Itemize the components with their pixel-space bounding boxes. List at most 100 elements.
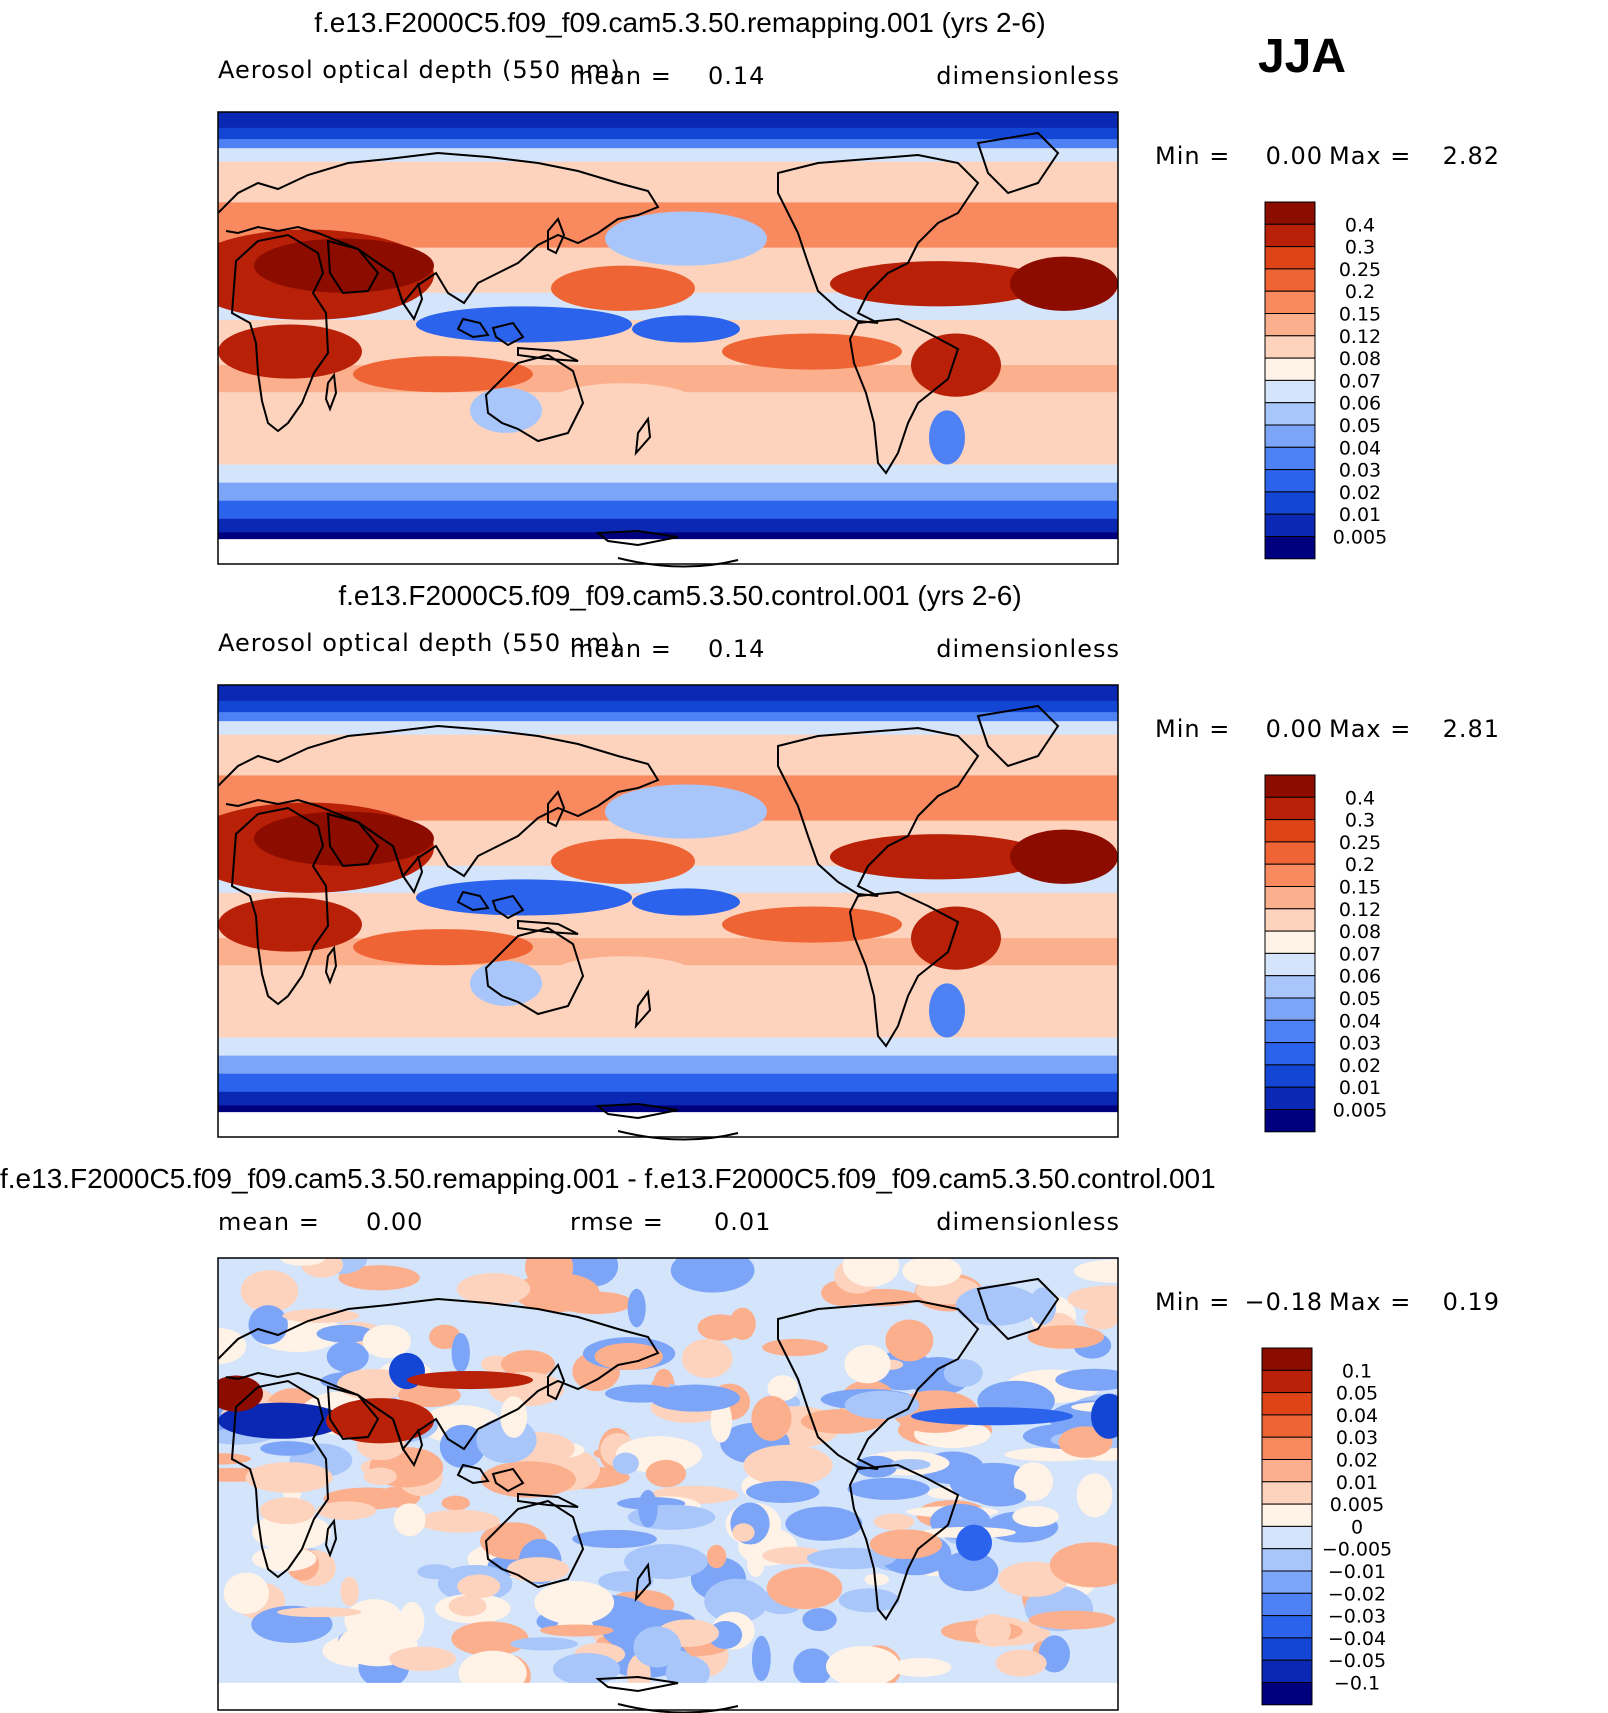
colorbar-label: 0.005 <box>1333 1100 1387 1122</box>
colorbar-segment <box>1264 201 1316 225</box>
panel-1: f.e13.F2000C5.f09_f09.cam5.3.50.remappin… <box>217 7 1499 568</box>
diff-patch <box>1049 1542 1118 1588</box>
colorbar-label: 0.005 <box>1330 1494 1384 1516</box>
lat-band <box>218 112 1118 129</box>
diff-patch <box>218 1453 251 1465</box>
diff-feature <box>218 1375 263 1412</box>
colorbar-label: 0 <box>1351 1516 1363 1538</box>
colorbar-segment <box>1264 796 1316 821</box>
units-label: dimensionless <box>936 1208 1120 1236</box>
units-label: dimensionless <box>936 635 1120 663</box>
diff-patch <box>260 1441 316 1456</box>
colorbar-label: 0.01 <box>1339 504 1381 526</box>
colorbar-segment <box>1264 1086 1316 1110</box>
season-label: JJA <box>1258 30 1346 83</box>
colorbar-label: 0.02 <box>1336 1450 1378 1472</box>
units-label: dimensionless <box>936 62 1120 90</box>
diff-patch <box>973 1486 1027 1507</box>
diff-patch <box>743 1444 833 1487</box>
min-label: Min = <box>1155 142 1230 170</box>
colorbar-segment <box>1264 1042 1316 1066</box>
lat-band <box>218 734 1118 777</box>
colorbar-segment <box>1261 1659 1313 1683</box>
diff-patch <box>282 1308 360 1323</box>
colorbar-segment <box>1264 975 1316 999</box>
diff-patch <box>670 1258 755 1293</box>
aod-region <box>416 306 632 343</box>
diff-patch <box>1038 1635 1070 1673</box>
colorbar-segment <box>1261 1503 1313 1527</box>
colorbar-label: 0.06 <box>1339 966 1381 988</box>
aod-region <box>632 888 740 916</box>
diff-patch <box>943 1359 983 1388</box>
colorbar-segment <box>1264 246 1316 270</box>
diff-patch <box>338 1265 420 1291</box>
colorbar-segment <box>1261 1414 1313 1438</box>
diff-patch <box>418 1509 500 1533</box>
colorbar-segment <box>1264 774 1316 798</box>
colorbar-segment <box>1264 491 1316 515</box>
colorbar-segment <box>1264 402 1316 426</box>
aod-region <box>632 315 740 343</box>
diff-patch <box>223 1572 269 1614</box>
colorbar-segment <box>1264 1019 1316 1044</box>
colorbar-label: 0.05 <box>1336 1383 1378 1405</box>
max-label: Max = <box>1329 715 1411 743</box>
diff-patch <box>1076 1473 1113 1518</box>
aod-region <box>929 983 965 1038</box>
colorbar-label: 0.05 <box>1339 988 1381 1010</box>
diff-patch <box>997 1561 1069 1598</box>
diff-patch <box>704 1578 769 1624</box>
diff-patch <box>251 1546 317 1572</box>
diff-patch <box>766 1567 843 1610</box>
colorbar-label: 0.03 <box>1339 460 1381 482</box>
colorbar-label: 0.25 <box>1339 259 1381 281</box>
diff-patch <box>612 1452 639 1475</box>
colorbar-label: 0.12 <box>1339 326 1381 348</box>
lat-band <box>218 685 1118 702</box>
colorbar-segment <box>1261 1637 1313 1661</box>
diff-patch <box>1012 1506 1059 1527</box>
diff-feature <box>326 1398 434 1444</box>
antarctica-coast <box>617 557 739 568</box>
max-value: 0.19 <box>1443 1288 1500 1316</box>
diff-patch <box>785 1506 863 1541</box>
diff-patch <box>240 1270 299 1313</box>
diff-patch <box>1013 1462 1053 1502</box>
diff-patch <box>552 1653 621 1686</box>
max-label: Max = <box>1329 1288 1411 1316</box>
panel-title: f.e13.F2000C5.f09_f09.cam5.3.50.remappin… <box>314 7 1046 38</box>
diff-patch <box>1073 1259 1118 1283</box>
aod-region <box>605 211 767 266</box>
colorbar-segment <box>1264 446 1316 471</box>
colorbar-segment <box>1264 223 1316 248</box>
colorbar-segment <box>1264 379 1316 404</box>
lat-band <box>218 1037 1118 1057</box>
lat-band <box>218 500 1118 520</box>
aod-region <box>551 838 695 884</box>
diff-patch <box>864 1573 889 1586</box>
colorbar-segment <box>1264 424 1316 448</box>
lat-band <box>218 428 1118 466</box>
mean-value: 0.14 <box>708 62 765 90</box>
diff-patch <box>873 1513 915 1531</box>
lat-band <box>218 1001 1118 1039</box>
aod-region <box>353 356 533 393</box>
colorbar-label: 0.15 <box>1339 304 1381 326</box>
panel-3: f.e13.F2000C5.f09_f09.cam5.3.50.remappin… <box>0 1163 1500 1713</box>
variable-label: Aerosol optical depth (550 nm) <box>218 629 621 657</box>
colorbar-label: −0.04 <box>1328 1628 1386 1650</box>
diff-patch <box>594 1342 663 1371</box>
lat-band <box>218 712 1118 723</box>
diff-patch <box>751 1635 771 1682</box>
panel-title: f.e13.F2000C5.f09_f09.cam5.3.50.remappin… <box>0 1163 1216 1194</box>
diff-patch <box>745 1480 820 1504</box>
diff-patch <box>732 1523 755 1542</box>
diff-patch <box>710 1399 733 1443</box>
map-frame <box>217 1257 1119 1711</box>
lat-band <box>218 518 1118 534</box>
diff-patch <box>510 1637 578 1651</box>
max-value: 2.81 <box>1443 715 1500 743</box>
colorbar-label: 0.04 <box>1339 437 1381 459</box>
diff-patch <box>1027 1325 1104 1349</box>
